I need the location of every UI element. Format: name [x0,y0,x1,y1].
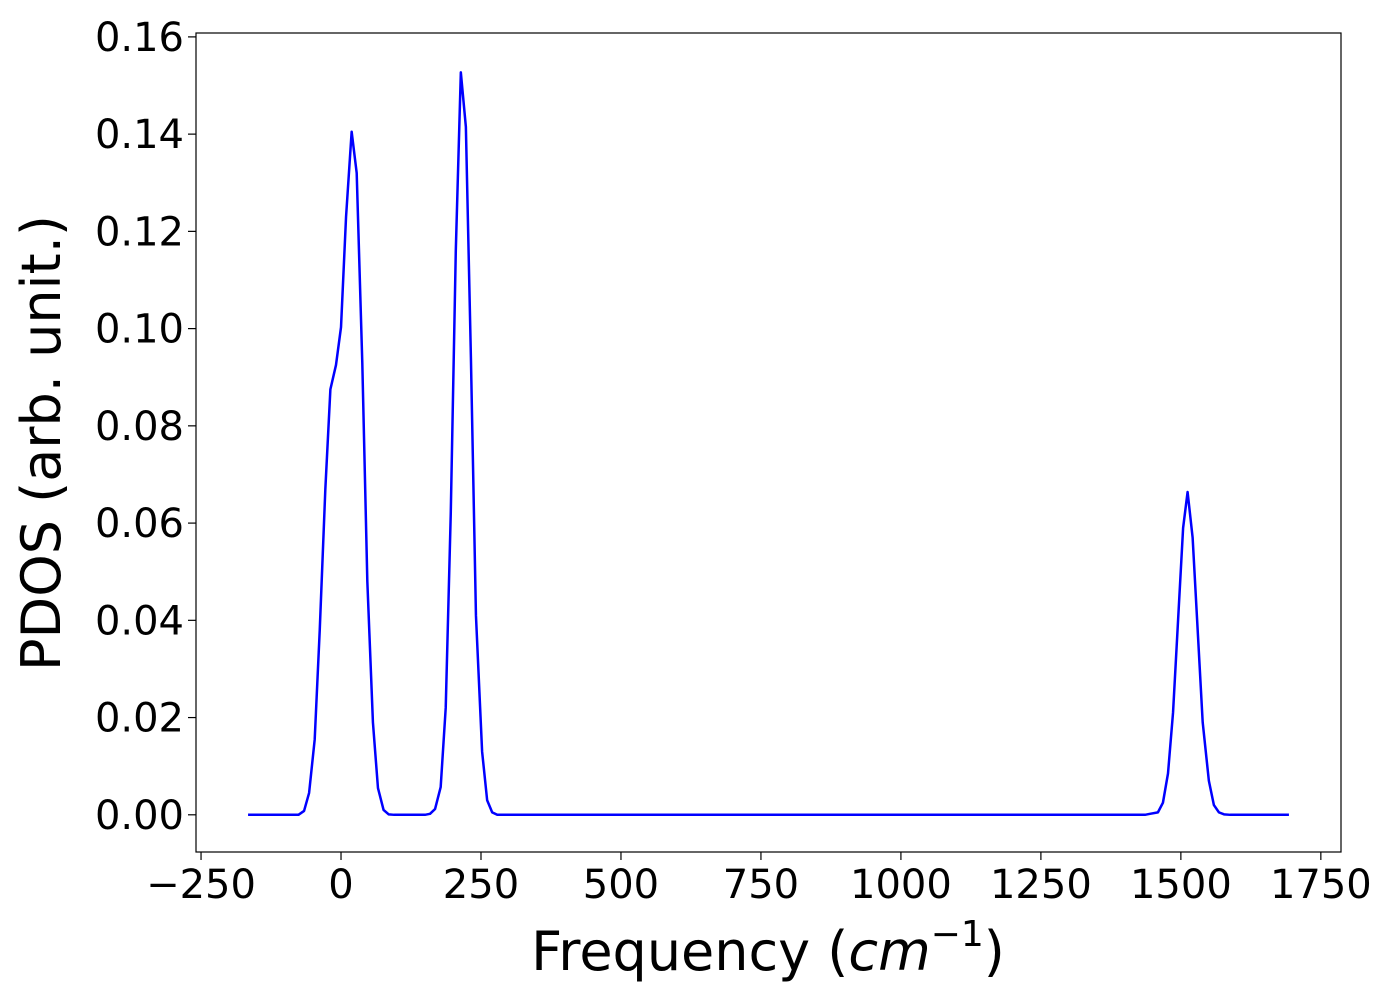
x-label-text: Frequency ( [531,920,848,983]
x-tick-label: 1250 [990,862,1092,908]
x-axis-label: Frequency (cm−1) [531,914,1005,983]
x-tick-label: 1500 [1130,862,1232,908]
y-axis-label: PDOS (arb. unit.) [10,215,73,671]
plot-frame [195,32,1342,853]
x-label-exponent: −1 [931,914,984,955]
x-tick-label: 500 [583,862,659,908]
x-label-unit: cm [848,920,930,983]
pdos-line [248,71,1289,817]
x-tick-label: −250 [146,862,256,908]
x-tick-label: 0 [328,862,353,908]
y-tick-label: 0.00 [95,793,184,839]
x-tick-label: 1750 [1270,862,1372,908]
y-tick-label: 0.06 [95,501,184,547]
y-tick-label: 0.02 [95,696,184,742]
y-tick-label: 0.16 [95,15,184,61]
y-tick-label: 0.04 [95,598,184,644]
y-tick-label: 0.10 [95,307,184,353]
y-tick-label: 0.08 [95,404,184,450]
y-tick-label: 0.12 [95,209,184,255]
x-tick-label: 750 [723,862,799,908]
x-tick-label: 250 [443,862,519,908]
x-tick-label: 1000 [850,862,952,908]
y-tick-label: 0.14 [95,112,184,158]
x-label-text: ) [984,920,1005,983]
